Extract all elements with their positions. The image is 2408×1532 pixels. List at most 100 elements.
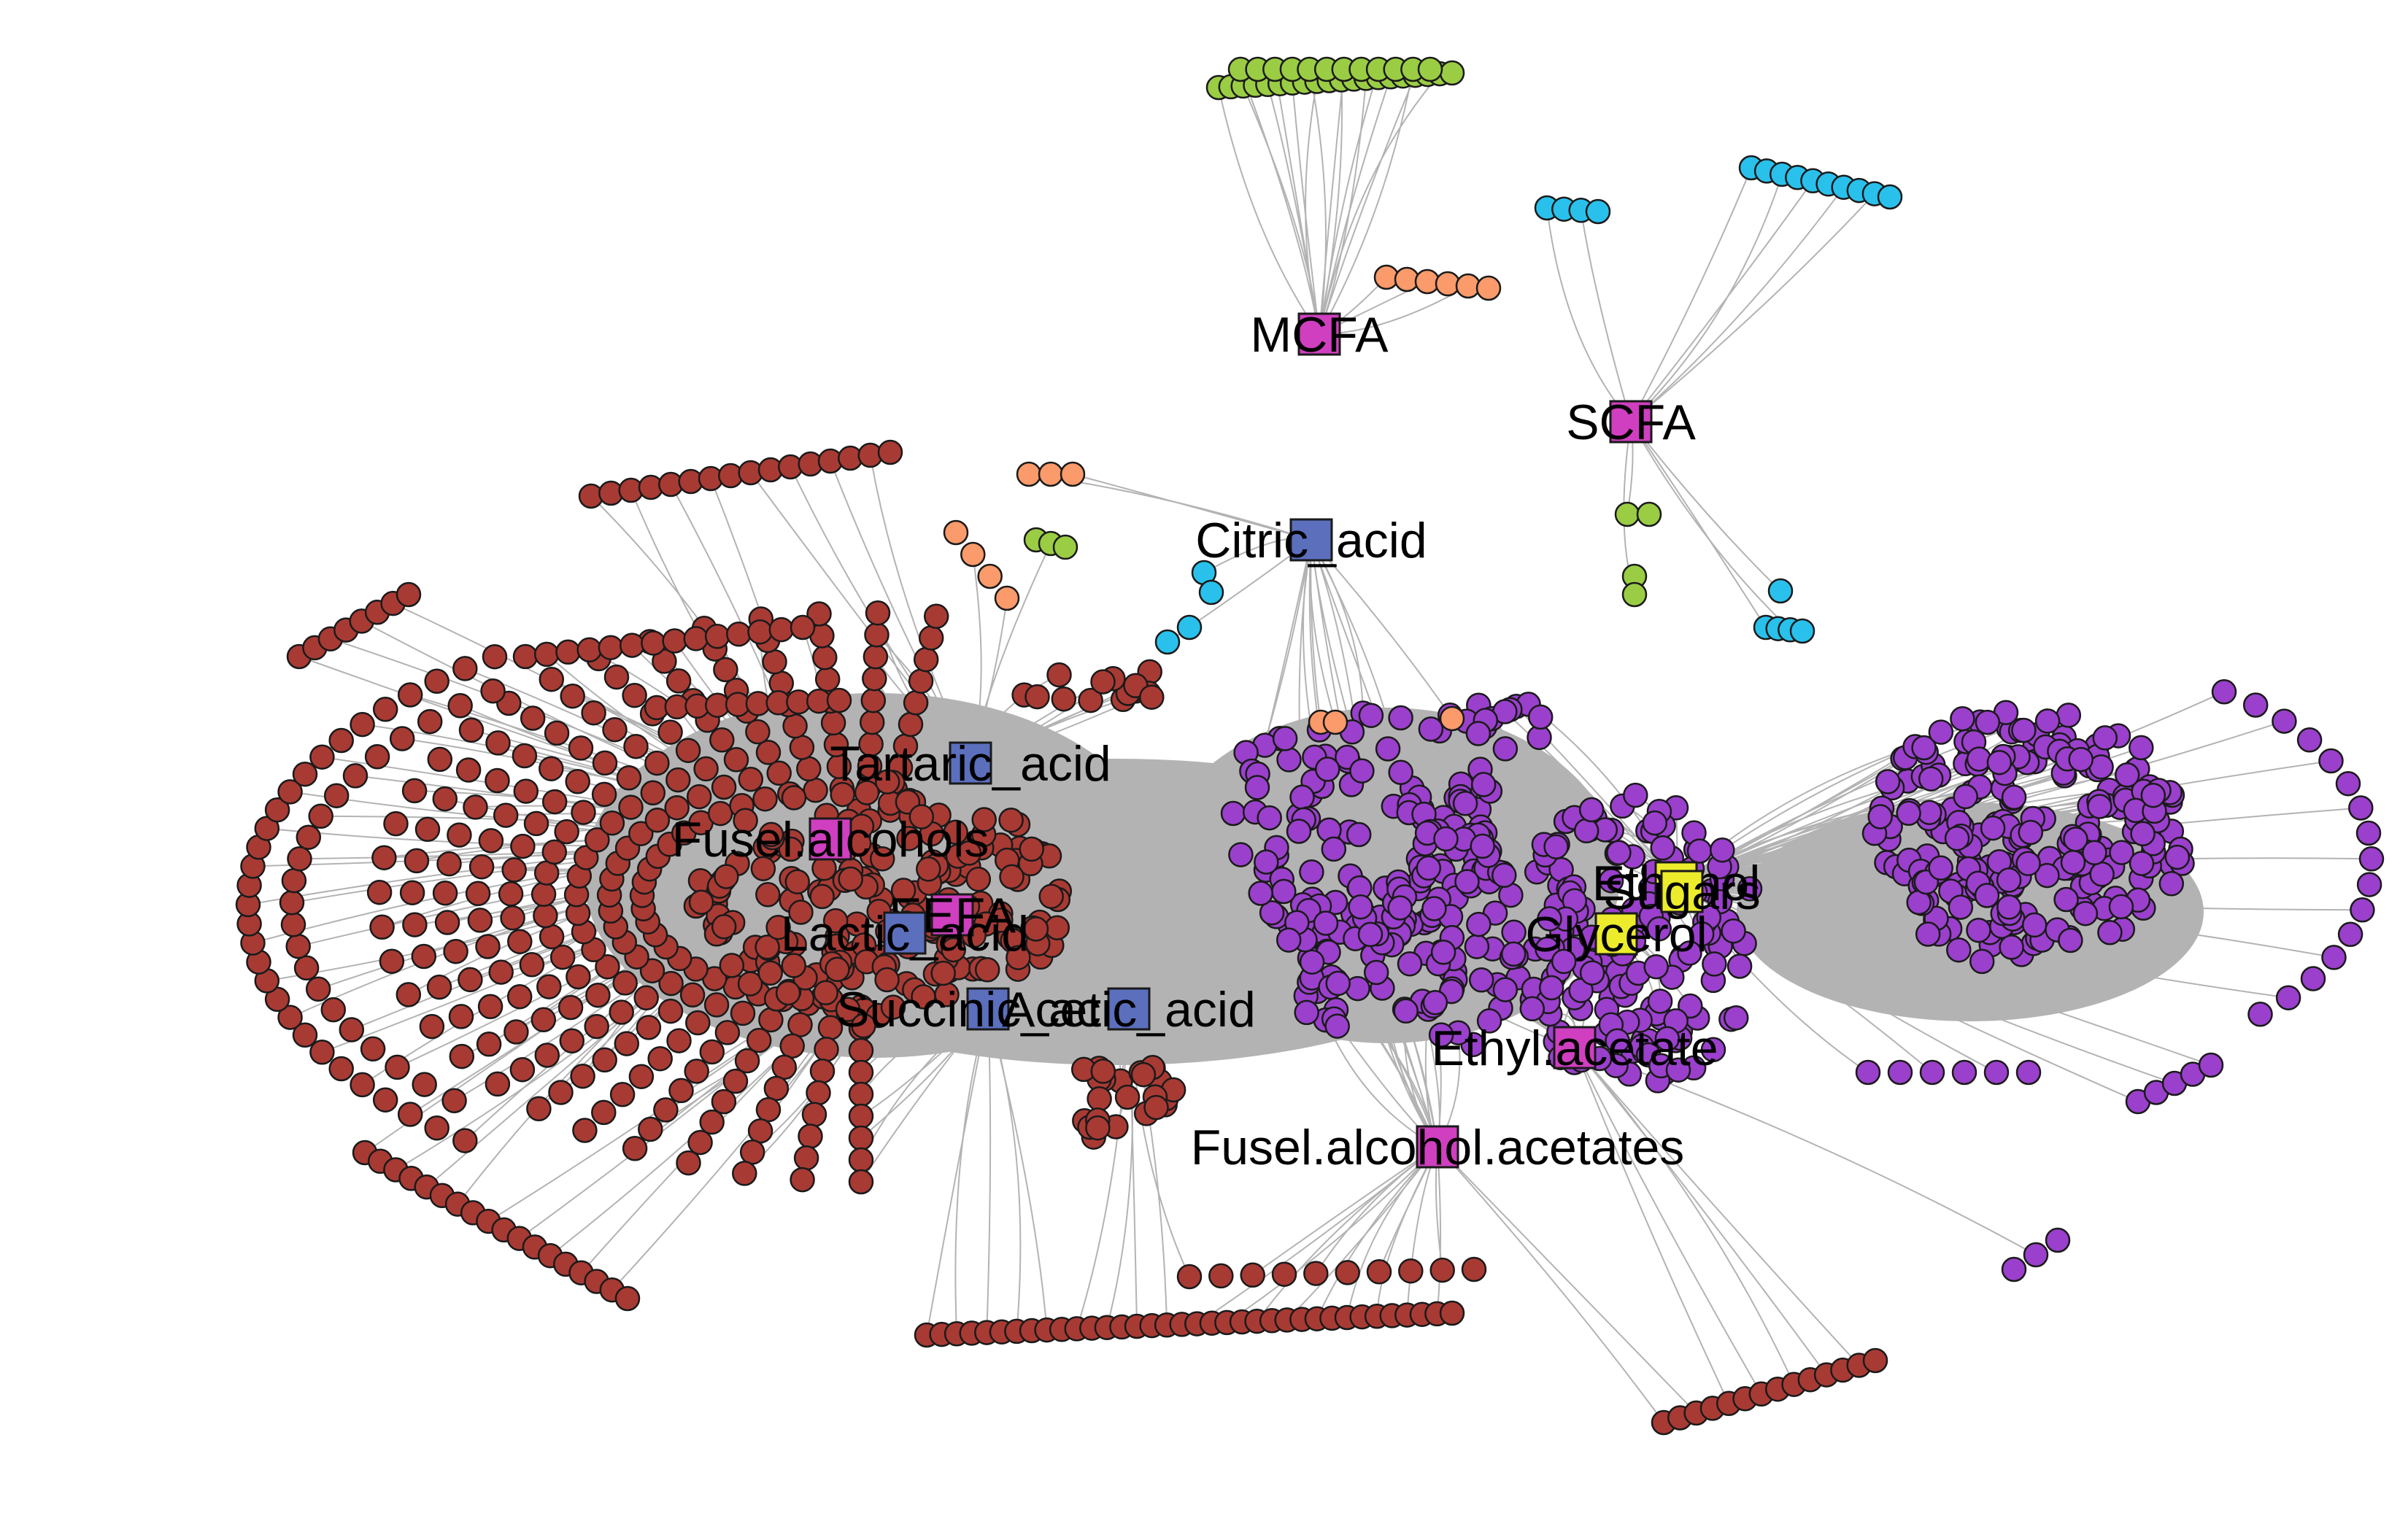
- network-node: [323, 783, 350, 808]
- network-node: [1303, 1261, 1329, 1286]
- network-node: [1966, 746, 1992, 772]
- network-node: [592, 1047, 617, 1073]
- network-node: [612, 970, 638, 996]
- network-node: [2348, 795, 2374, 821]
- network-node: [1321, 836, 1347, 862]
- edge: [1226, 1146, 1438, 1323]
- network-node: [501, 857, 527, 883]
- network-node: [758, 1007, 784, 1033]
- network-node: [1051, 686, 1077, 712]
- network-node: [2247, 1002, 2273, 1027]
- hub-label-fusel-alcohol-acetates: Fusel.alcohol.acetates: [1191, 1120, 1685, 1175]
- network-node: [1896, 800, 1921, 827]
- network-node: [781, 953, 806, 978]
- edge: [1316, 1146, 1438, 1320]
- network-node: [1551, 948, 1577, 975]
- hub-label-mcfa: MCFA: [1251, 307, 1389, 363]
- edge: [1675, 882, 2139, 1102]
- network-node: [1240, 1262, 1265, 1288]
- network-node: [1579, 960, 1605, 986]
- network-node: [1468, 967, 1494, 993]
- network-node: [2108, 894, 2134, 920]
- network-node: [684, 1059, 709, 1084]
- network-node: [2129, 735, 2154, 761]
- network-node: [803, 778, 828, 803]
- network-node: [1465, 721, 1492, 746]
- network-node: [609, 999, 634, 1025]
- network-node: [389, 726, 415, 751]
- network-node: [448, 1004, 474, 1029]
- network-node: [2337, 921, 2363, 948]
- edge: [674, 640, 831, 840]
- network-node: [711, 774, 737, 800]
- edge: [1218, 87, 1320, 335]
- network-node: [530, 881, 557, 908]
- network-node: [1046, 662, 1072, 688]
- network-node: [752, 786, 778, 812]
- network-node: [825, 956, 850, 983]
- edge: [1072, 473, 1312, 541]
- network-node: [1346, 821, 1372, 848]
- network-node: [1454, 869, 1480, 894]
- network-node: [911, 984, 936, 1010]
- network-node: [830, 781, 855, 808]
- network-node: [485, 730, 511, 756]
- network-node: [644, 750, 670, 776]
- network-node: [463, 794, 488, 820]
- network-node: [366, 879, 393, 905]
- hub-square: [883, 911, 927, 955]
- network-node: [523, 811, 549, 837]
- network-node: [1737, 876, 1763, 902]
- edge: [926, 1008, 989, 1336]
- network-node: [848, 1103, 874, 1129]
- network-node: [1422, 990, 1448, 1015]
- network-node: [308, 803, 333, 829]
- network-node: [913, 646, 939, 673]
- network-node: [1208, 1263, 1234, 1289]
- edge: [1630, 421, 1767, 628]
- edge: [1076, 1008, 1130, 1329]
- network-node: [2058, 927, 2083, 953]
- network-node: [513, 778, 539, 804]
- network-node: [755, 740, 782, 765]
- network-node: [790, 1167, 815, 1193]
- hub-node-sugars: Sugars: [1603, 864, 1760, 920]
- network-node: [633, 985, 659, 1011]
- network-node: [560, 683, 585, 709]
- network-node: [628, 1064, 655, 1089]
- hub-node-fusel-alcohol-acetates: Fusel.alcohol.acetates: [1191, 1120, 1685, 1175]
- network-node: [1143, 1094, 1169, 1121]
- network-node: [1702, 951, 1727, 977]
- network-node: [1358, 703, 1384, 728]
- network-node: [614, 1285, 641, 1312]
- network-node: [796, 756, 822, 782]
- network-node: [619, 632, 645, 658]
- network-node: [704, 624, 730, 649]
- network-node: [1130, 1061, 1157, 1088]
- network-node: [1915, 921, 1941, 947]
- network-node: [1276, 927, 1302, 953]
- edge: [1546, 207, 1632, 422]
- network-node: [350, 711, 375, 738]
- network-node: [1024, 684, 1050, 710]
- network-node: [628, 821, 654, 846]
- network-node: [1944, 825, 1970, 851]
- network-node: [2097, 920, 2123, 945]
- network-node: [2109, 840, 2134, 865]
- network-node: [468, 854, 495, 880]
- edge: [1437, 1146, 1697, 1414]
- network-node: [1636, 501, 1662, 527]
- network-node: [2355, 820, 2382, 846]
- network-node: [287, 846, 312, 872]
- network-node: [665, 668, 692, 694]
- network-node: [1501, 919, 1527, 945]
- network-node: [675, 738, 701, 763]
- hub-square: [966, 987, 1010, 1031]
- network-node: [835, 997, 861, 1022]
- network-node: [916, 856, 941, 882]
- hub-square: [1553, 1026, 1597, 1069]
- network-node: [747, 1118, 773, 1144]
- network-node: [1272, 726, 1298, 751]
- network-node: [657, 719, 683, 745]
- network-node: [755, 882, 781, 908]
